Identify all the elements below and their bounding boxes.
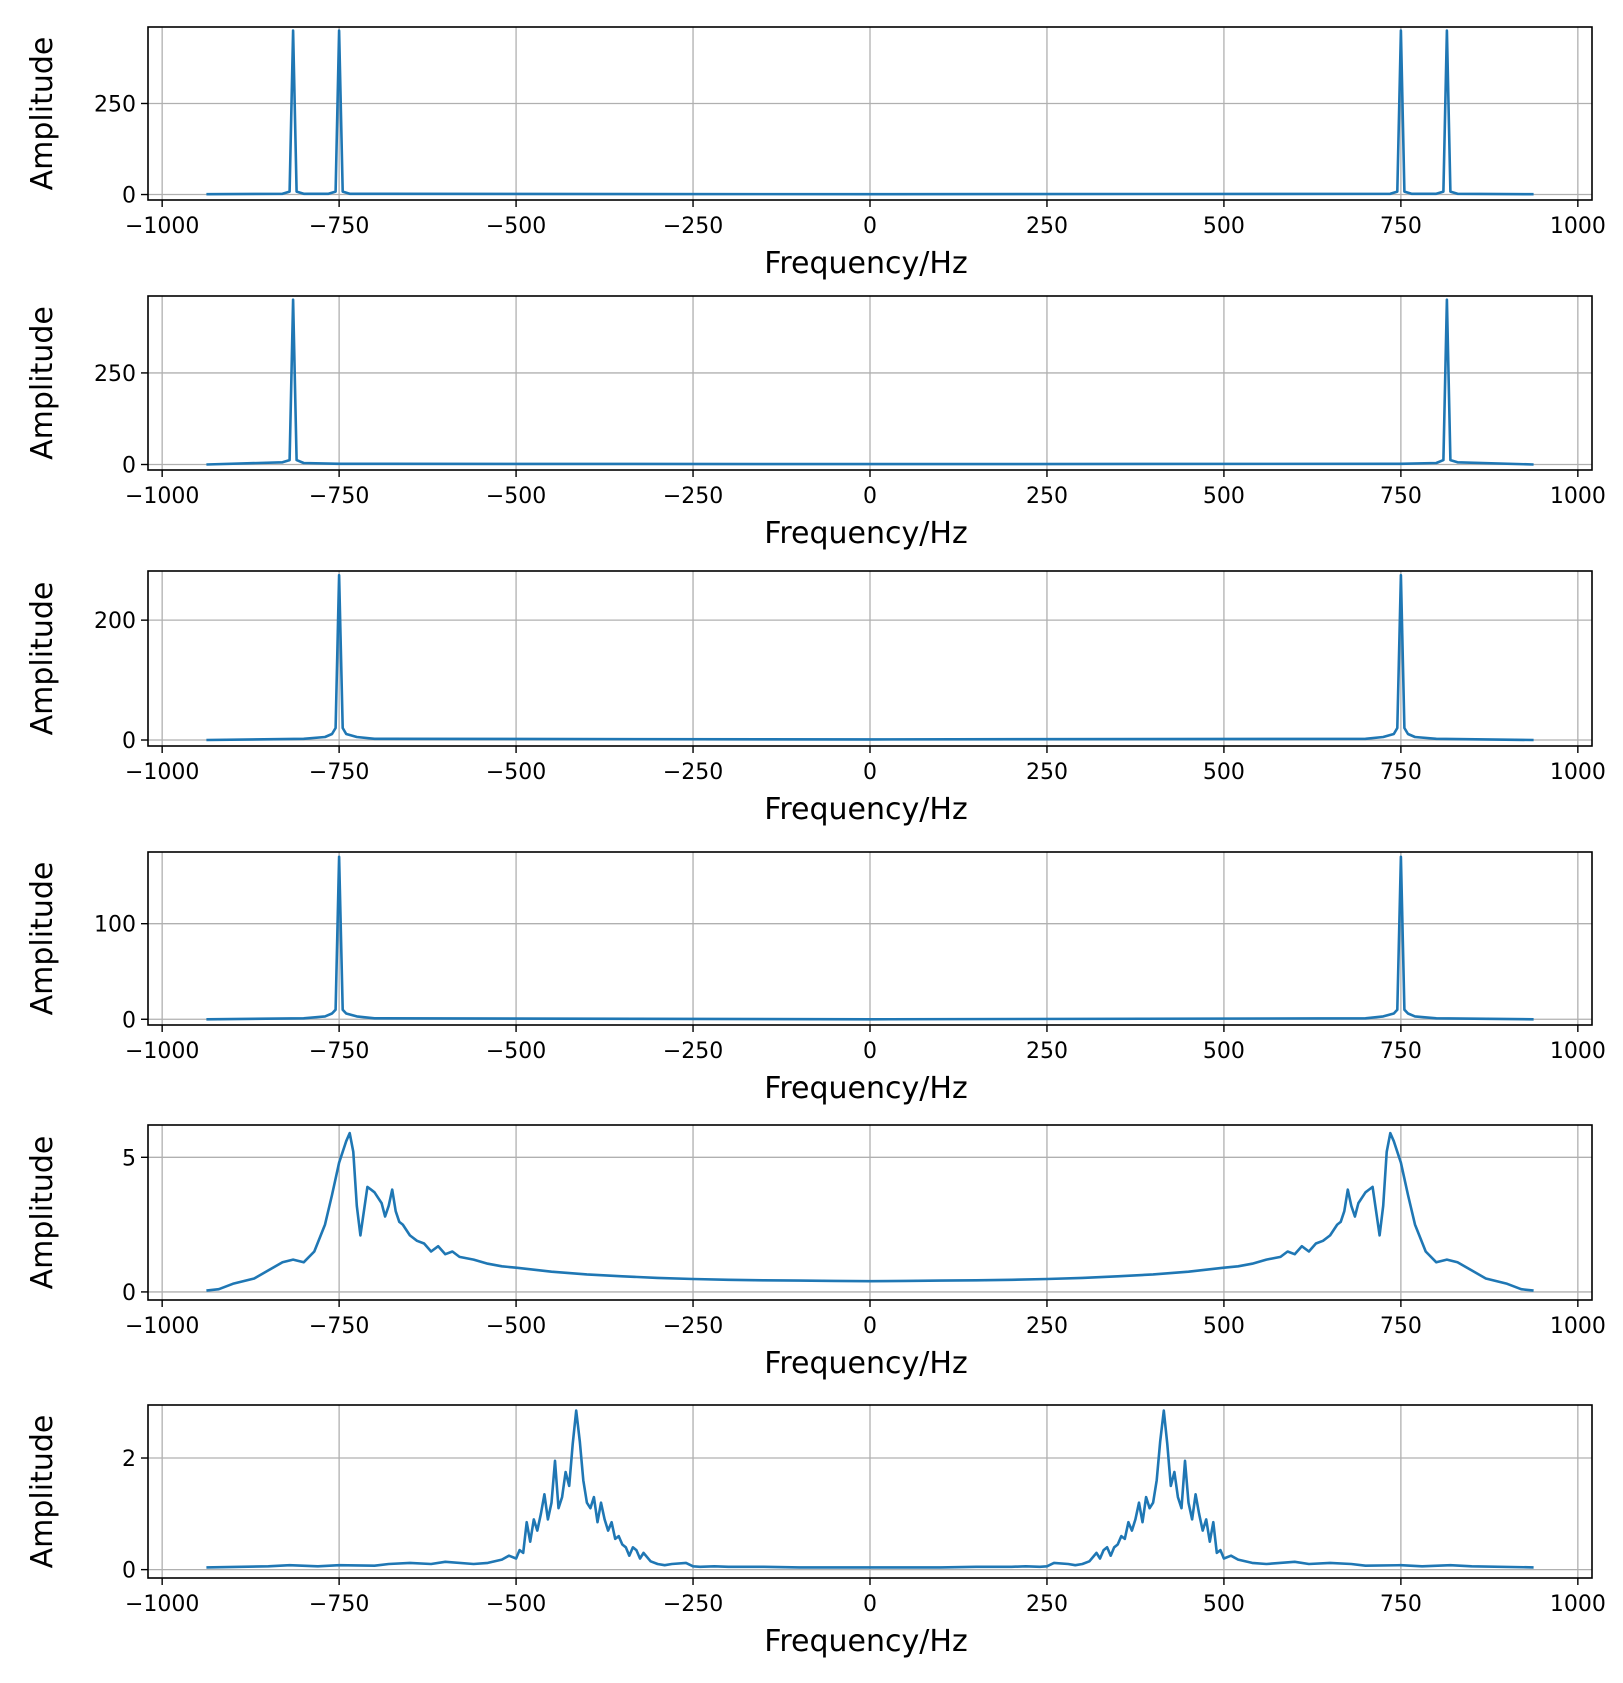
x-tick-label: −500 bbox=[486, 214, 546, 239]
x-tick-label: −500 bbox=[486, 1592, 546, 1617]
x-tick-label: 1000 bbox=[1550, 1592, 1606, 1617]
x-tick-label: −750 bbox=[309, 1592, 369, 1617]
x-tick-label: 250 bbox=[1026, 1592, 1068, 1617]
spectrum-line bbox=[206, 1131, 1534, 1292]
x-tick-label: −250 bbox=[663, 760, 723, 785]
x-tick-label: −1000 bbox=[125, 1314, 199, 1339]
x-tick-label: 500 bbox=[1203, 1314, 1245, 1339]
x-tick-label: 1000 bbox=[1550, 1314, 1606, 1339]
x-axis-label: Frequency/Hz bbox=[764, 246, 967, 281]
x-tick-label: −750 bbox=[309, 1039, 369, 1064]
x-tick-label: 1000 bbox=[1550, 1039, 1606, 1064]
spectrum-line bbox=[206, 1409, 1534, 1569]
y-axis-label: Amplitude bbox=[25, 37, 60, 191]
x-tick-label: 0 bbox=[863, 760, 877, 785]
subplot-1: −1000 −750 −500 −250 0 250 500 750 1000 0 250 Frequ… bbox=[25, 26, 1606, 281]
x-tick-label: −250 bbox=[663, 1314, 723, 1339]
x-tick-label: 1000 bbox=[1550, 214, 1606, 239]
x-tick-label: 750 bbox=[1380, 1592, 1422, 1617]
y-axis-label: Amplitude bbox=[25, 862, 60, 1016]
y-tick-label: 0 bbox=[122, 1008, 136, 1033]
y-tick-label: 100 bbox=[94, 913, 136, 938]
y-tick-label: 250 bbox=[94, 92, 136, 117]
y-tick-label: 0 bbox=[122, 1559, 136, 1584]
y-tick-label: 250 bbox=[94, 362, 136, 387]
subplot-4: −1000 −750 −500 −250 0 250 500 750 1000 0 100 Frequ… bbox=[25, 851, 1606, 1106]
x-tick-label: −500 bbox=[486, 484, 546, 509]
x-axis-label: Frequency/Hz bbox=[764, 1346, 967, 1381]
x-axis-label: Frequency/Hz bbox=[764, 516, 967, 551]
subplot-3: −1000 −750 −500 −250 0 250 500 750 1000 0 200 Frequ… bbox=[25, 570, 1606, 827]
x-tick-label: 500 bbox=[1203, 1039, 1245, 1064]
x-tick-label: −250 bbox=[663, 1039, 723, 1064]
x-tick-label: 500 bbox=[1203, 484, 1245, 509]
spectrum-line bbox=[206, 855, 1534, 1021]
x-axis-label: Frequency/Hz bbox=[764, 1071, 967, 1106]
x-tick-label: −250 bbox=[663, 214, 723, 239]
subplot-5: −1000 −750 −500 −250 0 250 500 750 1000 0 5 Frequen… bbox=[25, 1124, 1606, 1381]
y-axis-label: Amplitude bbox=[25, 1415, 60, 1569]
x-tick-label: 750 bbox=[1380, 760, 1422, 785]
x-tick-label: −750 bbox=[309, 484, 369, 509]
x-tick-label: −250 bbox=[663, 484, 723, 509]
x-tick-label: 750 bbox=[1380, 484, 1422, 509]
subplot-6: −1000 −750 −500 −250 0 250 500 750 1000 0 2 Frequen… bbox=[25, 1404, 1606, 1659]
spectrum-line bbox=[206, 298, 1534, 466]
x-tick-label: −750 bbox=[309, 1314, 369, 1339]
x-tick-label: −500 bbox=[486, 1314, 546, 1339]
y-axis-label: Amplitude bbox=[25, 1136, 60, 1290]
y-tick-label: 0 bbox=[122, 184, 136, 209]
x-tick-label: 0 bbox=[863, 1039, 877, 1064]
x-tick-label: 0 bbox=[863, 214, 877, 239]
x-tick-label: 250 bbox=[1026, 484, 1068, 509]
x-tick-label: 250 bbox=[1026, 1039, 1068, 1064]
spectrum-line bbox=[206, 29, 1534, 196]
x-tick-label: −1000 bbox=[125, 484, 199, 509]
x-tick-label: 500 bbox=[1203, 214, 1245, 239]
y-tick-label: 0 bbox=[122, 454, 136, 479]
y-tick-label: 200 bbox=[94, 609, 136, 634]
x-tick-label: 0 bbox=[863, 1314, 877, 1339]
y-tick-label: 0 bbox=[122, 729, 136, 754]
y-axis-label: Amplitude bbox=[25, 306, 60, 460]
y-axis-label: Amplitude bbox=[25, 582, 60, 736]
x-tick-label: 750 bbox=[1380, 1039, 1422, 1064]
x-axis-label: Frequency/Hz bbox=[764, 1624, 967, 1659]
x-tick-label: 0 bbox=[863, 484, 877, 509]
x-tick-label: 1000 bbox=[1550, 484, 1606, 509]
subplot-2: −1000 −750 −500 −250 0 250 500 750 1000 0 250 Frequ… bbox=[25, 295, 1606, 551]
y-tick-label: 0 bbox=[122, 1281, 136, 1306]
x-tick-label: −250 bbox=[663, 1592, 723, 1617]
x-tick-label: 750 bbox=[1380, 214, 1422, 239]
x-tick-label: −1000 bbox=[125, 1039, 199, 1064]
y-tick-label: 5 bbox=[122, 1146, 136, 1171]
x-tick-label: −500 bbox=[486, 1039, 546, 1064]
x-tick-label: 250 bbox=[1026, 1314, 1068, 1339]
x-tick-label: 250 bbox=[1026, 760, 1068, 785]
x-tick-label: −1000 bbox=[125, 214, 199, 239]
y-tick-label: 2 bbox=[122, 1447, 136, 1472]
x-tick-label: 0 bbox=[863, 1592, 877, 1617]
spectrum-line bbox=[206, 573, 1534, 742]
x-tick-label: −750 bbox=[309, 760, 369, 785]
x-tick-label: −500 bbox=[486, 760, 546, 785]
x-tick-label: 250 bbox=[1026, 214, 1068, 239]
x-tick-label: 1000 bbox=[1550, 760, 1606, 785]
x-tick-label: 500 bbox=[1203, 1592, 1245, 1617]
x-tick-label: 500 bbox=[1203, 760, 1245, 785]
x-axis-label: Frequency/Hz bbox=[764, 792, 967, 827]
x-tick-label: −750 bbox=[309, 214, 369, 239]
x-tick-label: −1000 bbox=[125, 760, 199, 785]
x-tick-label: 750 bbox=[1380, 1314, 1422, 1339]
x-tick-label: −1000 bbox=[125, 1592, 199, 1617]
